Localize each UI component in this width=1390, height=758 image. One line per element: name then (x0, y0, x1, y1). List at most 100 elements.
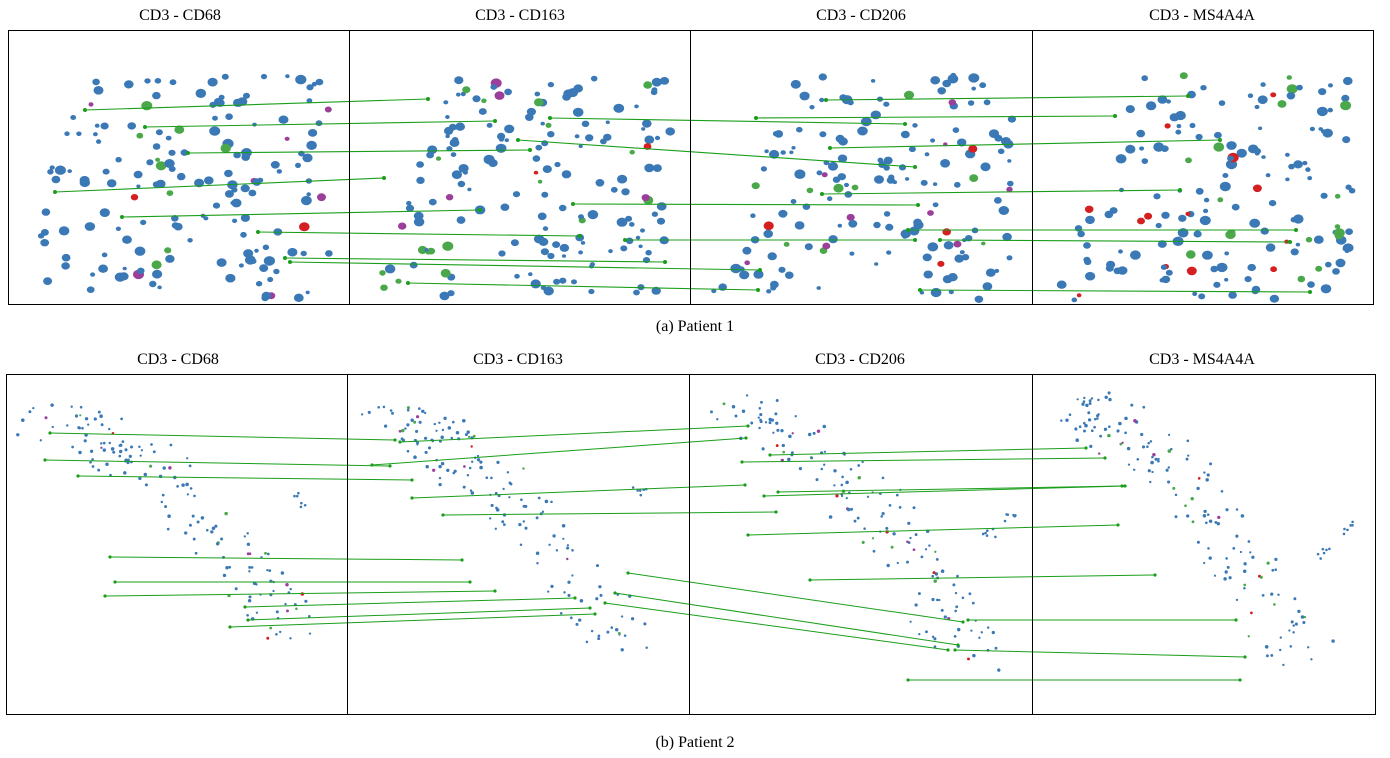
cell-b (243, 535, 246, 538)
cell-b (188, 464, 192, 468)
cell-a (510, 239, 519, 247)
cell-a (1195, 187, 1204, 195)
cell-a (1175, 129, 1182, 135)
cell-a (903, 90, 915, 100)
cell-b (845, 480, 849, 485)
cell-b (835, 494, 839, 498)
panel-title-b-cd206: CD3 - CD206 (815, 351, 905, 368)
cell-a (1322, 128, 1333, 138)
cell-b (1090, 397, 1094, 400)
cell-a (873, 221, 881, 229)
cell-b (102, 448, 107, 452)
cell-b (108, 441, 112, 445)
cell-b (985, 529, 989, 533)
match-end-b (113, 580, 117, 584)
cell-a (1342, 244, 1352, 253)
cell-a (1186, 250, 1196, 259)
cell-b (1126, 446, 1131, 451)
match-end-a (283, 256, 287, 260)
cell-a (1247, 93, 1254, 98)
cell-a (306, 98, 313, 104)
cell-b (1307, 646, 1310, 649)
cell-b (139, 454, 142, 457)
cell-b (138, 445, 141, 449)
cell-b (452, 471, 456, 475)
cell-b (731, 404, 736, 409)
cell-a (61, 262, 70, 270)
cell-a (486, 122, 493, 128)
match-end-a (1186, 94, 1190, 98)
cell-a (870, 110, 881, 120)
cell-b (931, 574, 934, 578)
cell-b (472, 434, 476, 438)
cell-b (780, 429, 784, 433)
cell-a (574, 134, 580, 139)
cell-a (1199, 215, 1211, 226)
match-line-b (247, 607, 591, 621)
cell-b (917, 592, 921, 596)
cell-b (74, 414, 79, 418)
cell-a (467, 187, 472, 192)
cell-b (169, 443, 173, 447)
cell-b (861, 460, 864, 464)
cell-b (78, 450, 82, 455)
panel-title-a-cd68: CD3 - CD68 (139, 7, 221, 24)
cell-b (210, 530, 214, 534)
match-end-a (493, 119, 497, 123)
cell-a (169, 79, 177, 86)
cell-b (161, 493, 165, 497)
panel-title-a-ms4a4a: CD3 - MS4A4A (1149, 7, 1255, 24)
cell-b (535, 516, 539, 520)
cell-a (1277, 100, 1287, 108)
cell-a (504, 124, 515, 134)
cell-a (998, 206, 1010, 215)
cell-a (540, 248, 550, 256)
cell-a (1260, 82, 1266, 87)
cell-a (54, 165, 66, 175)
cell-a (157, 285, 162, 290)
cell-a (512, 191, 521, 198)
cell-b (168, 466, 172, 470)
cell-b (1190, 497, 1194, 501)
cell-a (1335, 258, 1346, 268)
match-line-b (399, 425, 749, 443)
cell-b (246, 613, 249, 617)
cell-b (850, 507, 854, 511)
cell-b (181, 483, 185, 487)
cell-a (1186, 266, 1197, 276)
cell-a (588, 288, 595, 295)
cell-a (446, 146, 453, 152)
cell-b (924, 548, 928, 551)
cell-a (115, 226, 121, 231)
panel-title-b-ms4a4a: CD3 - MS4A4A (1149, 351, 1255, 368)
cell-b (548, 543, 551, 546)
cell-b (931, 597, 935, 602)
cell-b (522, 467, 525, 470)
match-line-b (77, 475, 413, 481)
cell-a (1216, 262, 1228, 273)
cell-b (1006, 513, 1010, 516)
cell-b (880, 515, 883, 518)
cell-b (571, 549, 574, 552)
cell-b (940, 569, 945, 573)
cell-a (763, 229, 773, 238)
cell-a (547, 252, 555, 260)
cell-a (799, 91, 810, 101)
cell-b (186, 493, 190, 496)
cell-b (1107, 391, 1111, 395)
cell-a (877, 157, 884, 163)
cell-a (98, 264, 108, 273)
cell-a (742, 246, 752, 255)
cell-b (1213, 574, 1217, 577)
cell-a (395, 278, 402, 284)
cell-b (775, 399, 779, 402)
cell-a (325, 250, 333, 257)
cell-a (913, 220, 924, 230)
cell-a (533, 170, 539, 175)
cell-a (644, 135, 655, 144)
cell-b (455, 430, 460, 435)
cell-b (1152, 452, 1156, 457)
cell-b (149, 464, 153, 468)
cell-b (610, 626, 614, 629)
cell-a (542, 165, 552, 174)
